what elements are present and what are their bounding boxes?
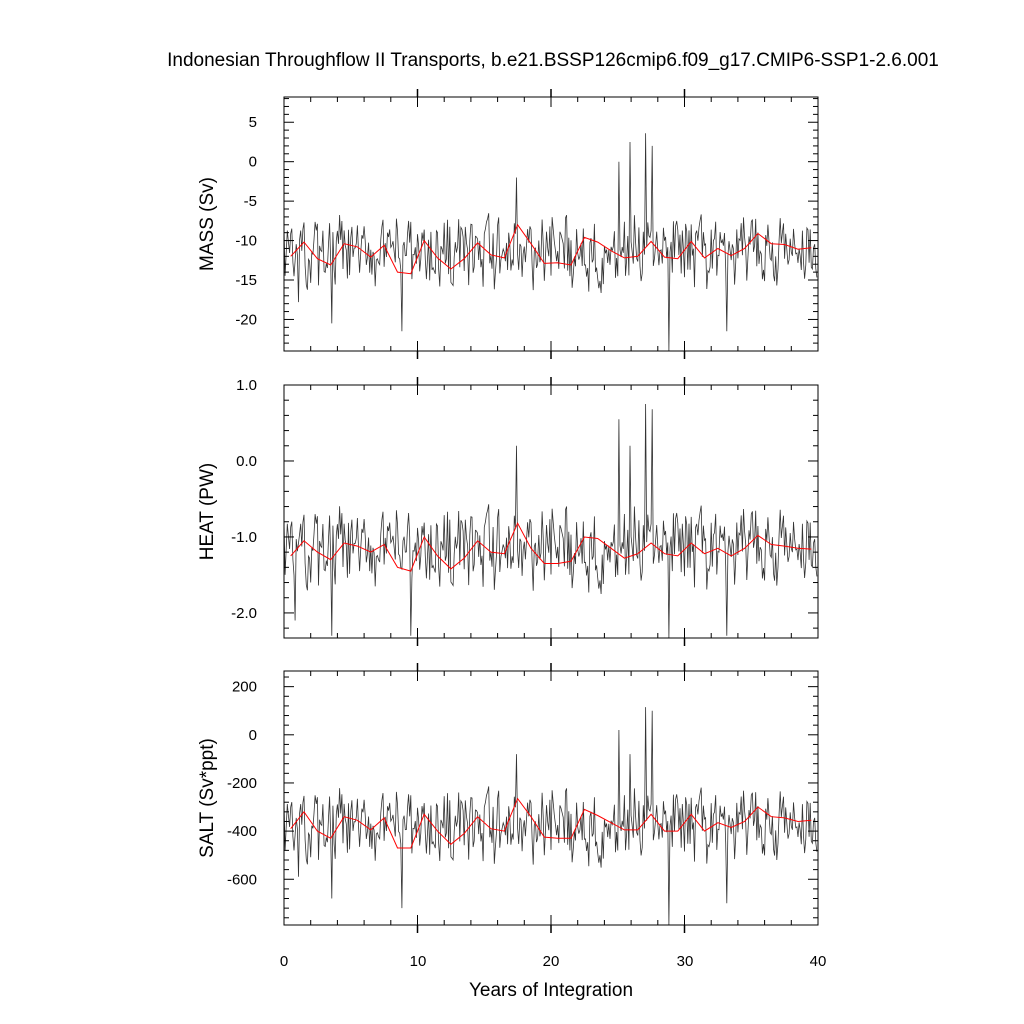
y-tick-label: -2.0 xyxy=(231,605,257,622)
y-tick-label: 0 xyxy=(249,727,257,744)
x-axis-label: Years of Integration xyxy=(469,980,633,1001)
monthly-series-line xyxy=(283,707,818,926)
x-tick-labels: 0 10 20 30 40 xyxy=(280,953,827,970)
y-tick-label: -20 xyxy=(235,311,257,328)
y-tick-label: -10 xyxy=(235,233,257,250)
panel-2: 1.0 0.0 -1.0 -2.0 HEAT (PW) xyxy=(197,377,819,646)
panels: 5 0 -5 -10 -15 -20 MASS (Sv) 1.0 0.0 -1.0 -2.0 HEAT… xyxy=(197,89,819,933)
y-tick-label: -400 xyxy=(227,823,257,840)
chart-title: Indonesian Throughflow II Transports, b.… xyxy=(167,50,939,71)
annual-mean-line xyxy=(290,797,812,849)
plot-frame xyxy=(283,670,819,926)
y-axis-label: MASS (Sv) xyxy=(197,177,218,271)
plot-frame xyxy=(283,384,819,639)
y-axis-label: HEAT (PW) xyxy=(197,463,218,560)
y-axis-label: SALT (Sv*ppt) xyxy=(197,738,218,858)
x-tick-label: 30 xyxy=(677,953,694,970)
monthly-series-line xyxy=(283,133,818,352)
plot-frame xyxy=(283,96,819,352)
y-tick-label: 1.0 xyxy=(236,377,257,394)
y-tick-label: -1.0 xyxy=(231,529,257,546)
panel-1: 5 0 -5 -10 -15 -20 MASS (Sv) xyxy=(197,89,819,359)
panel-3: 200 0 -200 -400 -600 SALT (Sv*ppt) xyxy=(197,663,819,933)
y-tick-label: 5 xyxy=(249,114,257,131)
y-tick-label: -5 xyxy=(244,193,257,210)
y-tick-label: -600 xyxy=(227,871,257,888)
annual-mean-line xyxy=(290,223,812,275)
x-tick-label: 0 xyxy=(280,953,288,970)
x-tick-label: 10 xyxy=(410,953,427,970)
x-tick-label: 40 xyxy=(810,953,827,970)
y-tick-label: -15 xyxy=(235,272,257,289)
y-tick-label: 0.0 xyxy=(236,453,257,470)
y-tick-label: -200 xyxy=(227,775,257,792)
monthly-series-line xyxy=(283,403,818,639)
x-tick-label: 20 xyxy=(543,953,560,970)
annual-mean-line xyxy=(290,522,812,572)
y-tick-label: 0 xyxy=(249,154,257,171)
y-tick-label: 200 xyxy=(232,679,257,696)
